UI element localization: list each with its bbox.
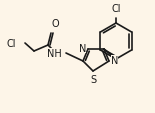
Text: Cl: Cl <box>7 39 16 49</box>
Text: NH: NH <box>47 49 62 59</box>
Text: N: N <box>111 55 118 65</box>
Text: N: N <box>79 44 86 54</box>
Text: O: O <box>51 19 59 29</box>
Text: S: S <box>90 74 96 84</box>
Text: Cl: Cl <box>111 4 121 14</box>
